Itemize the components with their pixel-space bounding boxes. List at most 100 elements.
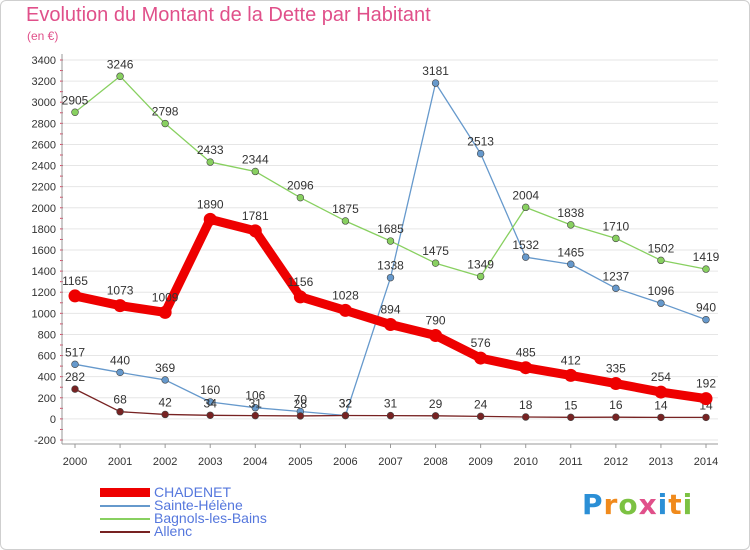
data-label-sainte-helene: 106 xyxy=(245,389,265,403)
data-label-allenc: 68 xyxy=(113,393,127,407)
data-label-chadenet: 1009 xyxy=(152,290,179,304)
data-label-sainte-helene: 517 xyxy=(65,345,85,359)
point-chadenet xyxy=(654,385,668,399)
legend-item: CHADENET xyxy=(100,484,340,500)
data-label-chadenet: 1890 xyxy=(197,197,224,211)
data-label-chadenet: 790 xyxy=(426,314,446,328)
logo-letter: P xyxy=(582,488,604,521)
data-label-allenc: 34 xyxy=(204,396,218,410)
data-label-bagnols-les-bains: 2433 xyxy=(197,143,224,157)
point-bagnols-les-bains xyxy=(296,193,305,202)
point-allenc xyxy=(341,411,350,420)
data-label-sainte-helene: 1237 xyxy=(603,269,630,283)
data-label-chadenet: 894 xyxy=(380,303,400,317)
x-tick-label: 2012 xyxy=(604,456,628,468)
data-label-chadenet: 485 xyxy=(516,346,536,360)
point-chadenet xyxy=(609,377,623,391)
data-label-bagnols-les-bains: 1502 xyxy=(648,241,675,255)
point-bagnols-les-bains xyxy=(161,119,169,128)
point-allenc xyxy=(702,413,710,422)
y-tick-label: 2000 xyxy=(32,203,56,215)
data-label-chadenet: 1156 xyxy=(287,275,313,289)
y-tick-label: 3000 xyxy=(32,97,56,109)
point-chadenet xyxy=(203,212,217,226)
point-sainte-helene xyxy=(251,404,259,412)
x-tick-label: 2013 xyxy=(649,456,673,468)
point-chadenet xyxy=(519,361,533,375)
legend-label: Sainte-Hélène xyxy=(154,497,243,513)
y-tick-label: 0 xyxy=(50,414,56,426)
data-label-allenc: 24 xyxy=(474,397,488,411)
point-bagnols-les-bains xyxy=(71,108,79,116)
y-tick-label: 2400 xyxy=(32,161,56,173)
data-label-bagnols-les-bains: 1419 xyxy=(693,250,720,264)
data-label-chadenet: 1165 xyxy=(62,274,88,288)
legend-item: Bagnols-les-Bains xyxy=(100,510,340,526)
y-tick-label: 2800 xyxy=(32,118,56,130)
x-tick-label: 2002 xyxy=(153,456,177,468)
point-bagnols-les-bains xyxy=(522,203,530,212)
point-chadenet xyxy=(293,290,307,304)
data-label-allenc: 18 xyxy=(519,398,533,412)
y-tick-label: 1800 xyxy=(32,224,56,236)
point-allenc xyxy=(251,411,259,420)
x-tick-label: 2014 xyxy=(694,456,718,468)
point-sainte-helene xyxy=(612,284,620,293)
point-sainte-helene xyxy=(431,79,440,87)
point-bagnols-les-bains xyxy=(612,234,620,243)
point-bagnols-les-bains xyxy=(116,72,124,80)
data-label-sainte-helene: 3181 xyxy=(422,64,449,78)
point-allenc xyxy=(116,408,124,416)
x-tick-label: 2003 xyxy=(198,456,222,468)
point-sainte-helene xyxy=(71,360,79,369)
legend-swatch xyxy=(100,505,150,507)
data-label-sainte-helene: 70 xyxy=(294,393,308,407)
x-tick-label: 2007 xyxy=(378,456,402,468)
x-tick-label: 2001 xyxy=(108,456,132,468)
point-bagnols-les-bains xyxy=(702,265,710,273)
y-tick-label: 1000 xyxy=(32,308,56,320)
point-sainte-helene xyxy=(702,315,710,324)
data-label-bagnols-les-bains: 3246 xyxy=(107,57,134,71)
chart-title: Evolution du Montant de la Dette par Hab… xyxy=(26,4,431,26)
data-label-bagnols-les-bains: 2905 xyxy=(62,93,89,107)
y-tick-label: 200 xyxy=(38,393,56,405)
point-chadenet xyxy=(248,224,262,238)
data-label-allenc: 31 xyxy=(384,397,398,411)
data-label-bagnols-les-bains: 1875 xyxy=(332,202,359,216)
legend-label: Allenc xyxy=(154,523,193,539)
data-label-bagnols-les-bains: 1710 xyxy=(603,219,630,233)
data-label-chadenet: 1073 xyxy=(107,284,134,298)
point-chadenet xyxy=(699,392,713,406)
legend-item: Allenc xyxy=(100,523,340,539)
x-tick-label: 2011 xyxy=(559,456,583,468)
legend-item: Sainte-Hélène xyxy=(100,497,340,513)
point-chadenet xyxy=(429,329,443,342)
data-label-allenc: 32 xyxy=(339,397,353,411)
data-label-bagnols-les-bains: 2096 xyxy=(287,179,314,193)
point-chadenet xyxy=(113,299,127,313)
logo-letter: x xyxy=(638,488,658,521)
point-allenc xyxy=(476,412,485,421)
point-allenc xyxy=(161,410,169,419)
point-allenc xyxy=(567,413,575,422)
x-tick-label: 2010 xyxy=(513,456,537,468)
data-label-sainte-helene: 2513 xyxy=(467,135,494,149)
logo-letter: i xyxy=(657,488,669,521)
data-label-sainte-helene: 1096 xyxy=(648,284,675,298)
data-label-bagnols-les-bains: 1349 xyxy=(467,257,494,271)
point-bagnols-les-bains xyxy=(386,237,395,245)
point-allenc xyxy=(657,413,665,422)
data-label-allenc: 29 xyxy=(429,397,443,411)
x-tick-label: 2005 xyxy=(288,456,312,468)
data-label-bagnols-les-bains: 2344 xyxy=(242,152,269,166)
data-label-sainte-helene: 1338 xyxy=(377,259,404,273)
point-allenc xyxy=(206,411,214,419)
y-tick-label: 2600 xyxy=(32,139,56,151)
data-label-allenc: 16 xyxy=(609,398,623,412)
y-tick-label: 3400 xyxy=(32,55,56,67)
data-label-chadenet: 1781 xyxy=(242,209,269,223)
logo-letter: i xyxy=(682,488,694,521)
y-tick-label: 400 xyxy=(38,372,56,384)
